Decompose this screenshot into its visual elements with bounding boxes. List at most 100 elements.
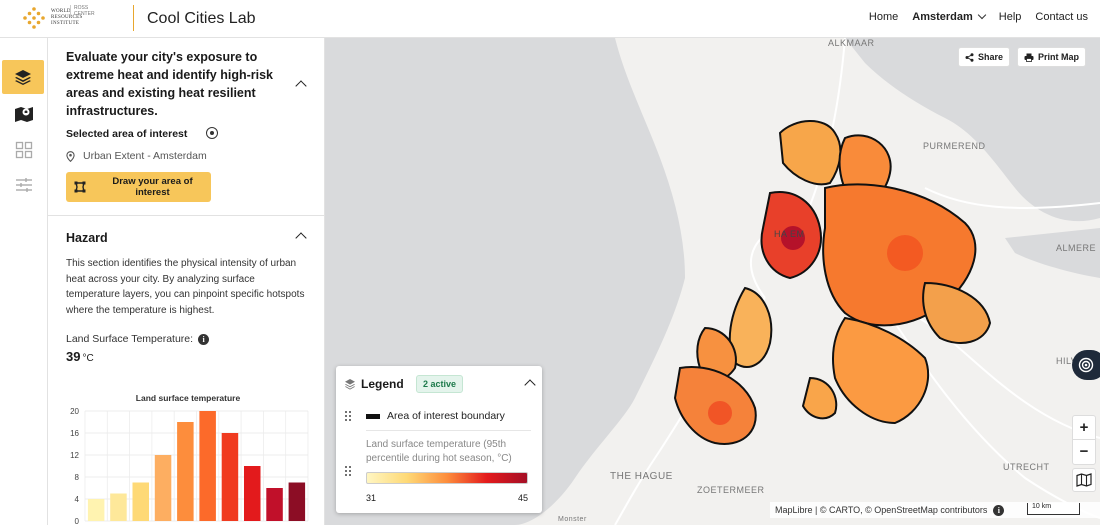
lake-gooimeer: [1005, 228, 1100, 278]
logo-subtext: ROSS CENTER: [70, 5, 100, 17]
header-divider: [133, 5, 134, 31]
chart-bar[interactable]: [266, 488, 283, 521]
analysis-panel: Evaluate your city's exposure to extreme…: [48, 38, 325, 525]
attribution-text[interactable]: MapLibre | © CARTO, © OpenStreetMap cont…: [775, 505, 988, 515]
share-icon: [965, 52, 974, 62]
legend-max-value: 45: [518, 493, 529, 503]
map-outline-icon: [1076, 473, 1092, 487]
chart-y-tick-label: 16: [70, 429, 79, 438]
app-title: Cool Cities Lab: [147, 10, 256, 27]
wri-logo-icon: [23, 7, 45, 29]
compass-button[interactable]: [1072, 350, 1100, 380]
grid-icon: [15, 141, 32, 159]
section-divider: [48, 215, 324, 216]
selected-area-label: Selected area of interest: [66, 128, 188, 140]
lst-value: 39 °C: [66, 349, 94, 364]
chart-bar[interactable]: [288, 482, 306, 522]
chart-bar[interactable]: [221, 433, 239, 521]
legend-lst-label: Land surface temperature (95th percentil…: [366, 439, 512, 464]
map-label-zoetermeer: ZOETERMEER: [697, 485, 765, 495]
basemap-toggle-button[interactable]: [1072, 468, 1096, 492]
chart-bar[interactable]: [110, 493, 127, 522]
legend-active-badge: 2 active: [416, 375, 464, 393]
chart-bar[interactable]: [177, 422, 194, 521]
locate-target-icon[interactable]: [206, 127, 218, 139]
selected-location: Urban Extent - Amsterdam: [66, 150, 207, 162]
map-label-alkmaar: ALKMAAR: [828, 38, 875, 48]
logo-text: WORLD RESOURCES INSTITUTE: [51, 9, 83, 26]
intro-text: Evaluate your city's exposure to extreme…: [66, 50, 273, 118]
wri-logo[interactable]: WORLD RESOURCES INSTITUTE: [22, 6, 95, 30]
chart-y-tick-label: 20: [70, 407, 79, 416]
nav-contact[interactable]: Contact us: [1035, 11, 1088, 23]
draw-area-label: Draw your area of interest: [112, 176, 193, 198]
chart-bar[interactable]: [243, 466, 261, 521]
map-scale-bar: 10 km: [1027, 503, 1080, 515]
info-icon[interactable]: i: [198, 333, 210, 345]
chart-bar[interactable]: [154, 455, 172, 521]
map-label-utrecht: UTRECHT: [1003, 462, 1050, 472]
chart-y-tick-label: 0: [75, 517, 80, 525]
share-label: Share: [978, 52, 1004, 62]
chart-bar[interactable]: [132, 482, 150, 522]
draw-polygon-icon: [74, 181, 86, 193]
drag-handle-icon[interactable]: [345, 466, 351, 476]
map-label-purmerend: PURMEREND: [923, 141, 986, 151]
rail-grid-button[interactable]: [0, 133, 47, 167]
rail-filters-button[interactable]: [0, 168, 47, 202]
legend-item-boundary: Area of interest boundary: [366, 410, 505, 422]
lake-markermeer: [845, 38, 1100, 222]
legend-min-value: 31: [366, 493, 377, 503]
attribution-info-icon[interactable]: i: [993, 504, 1005, 516]
map-label-almere: ALMERE: [1056, 243, 1097, 253]
collapse-intro-chevron-up-icon[interactable]: [295, 80, 307, 92]
top-nav: Home Amsterdam Help Contact us: [855, 10, 1088, 23]
target-icon: [1078, 357, 1094, 373]
drag-handle-icon[interactable]: [345, 411, 351, 421]
legend-title: Legend: [361, 377, 404, 391]
legend-boundary-label: Area of interest boundary: [387, 410, 505, 422]
zoom-in-button[interactable]: +: [1073, 416, 1095, 440]
sliders-icon: [15, 178, 32, 192]
lst-value-number: 39: [66, 349, 81, 364]
share-button[interactable]: Share: [958, 47, 1011, 67]
map-label-haarlem: HA EM: [774, 229, 805, 239]
chart-title: Land surface temperature: [136, 393, 241, 403]
layers-icon: [15, 70, 31, 85]
print-map-label: Print Map: [1038, 52, 1080, 62]
hotspot: [781, 226, 805, 250]
printer-icon: [1024, 53, 1034, 62]
chart-y-tick-label: 4: [75, 495, 80, 504]
chart-bar[interactable]: [199, 411, 216, 521]
lst-label-text: Land Surface Temperature:: [66, 333, 194, 345]
hazard-title: Hazard: [66, 231, 108, 245]
side-rail: [0, 38, 48, 525]
location-name: Urban Extent - Amsterdam: [83, 150, 207, 162]
chart-y-tick-label: 8: [75, 473, 80, 482]
boundary-swatch: [366, 413, 380, 419]
legend-collapse-chevron-up-icon[interactable]: [524, 379, 536, 391]
lst-unit: °C: [82, 353, 94, 364]
chart-bar[interactable]: [87, 499, 105, 521]
zoom-controls: + −: [1072, 415, 1096, 465]
map-label-monster: Monster: [558, 516, 587, 523]
chart-bars: [87, 411, 306, 522]
collapse-hazard-chevron-up-icon[interactable]: [295, 232, 307, 244]
nav-help[interactable]: Help: [998, 11, 1022, 23]
location-pin-icon: [66, 150, 75, 162]
app-header: WORLD RESOURCES INSTITUTE ROSS CENTER Co…: [0, 0, 1100, 38]
rail-map-button[interactable]: [0, 97, 47, 131]
chart-y-tick-label: 12: [70, 451, 79, 460]
print-map-button[interactable]: Print Map: [1017, 47, 1087, 67]
legend-color-ramp: [366, 472, 528, 484]
legend-layers-icon: [345, 379, 355, 390]
nav-home[interactable]: Home: [868, 11, 899, 23]
map-label-the-hague: THE HAGUE: [610, 471, 673, 482]
nav-city-selector[interactable]: Amsterdam: [912, 10, 987, 23]
draw-area-button[interactable]: Draw your area of interest: [66, 172, 211, 202]
rail-layers-button[interactable]: [2, 60, 44, 94]
map-attribution: MapLibre | © CARTO, © OpenStreetMap cont…: [770, 502, 1100, 518]
legend-panel: Legend 2 active Area of interest boundar…: [336, 366, 542, 513]
zoom-out-button[interactable]: −: [1079, 443, 1089, 460]
map-icon: [14, 107, 33, 122]
